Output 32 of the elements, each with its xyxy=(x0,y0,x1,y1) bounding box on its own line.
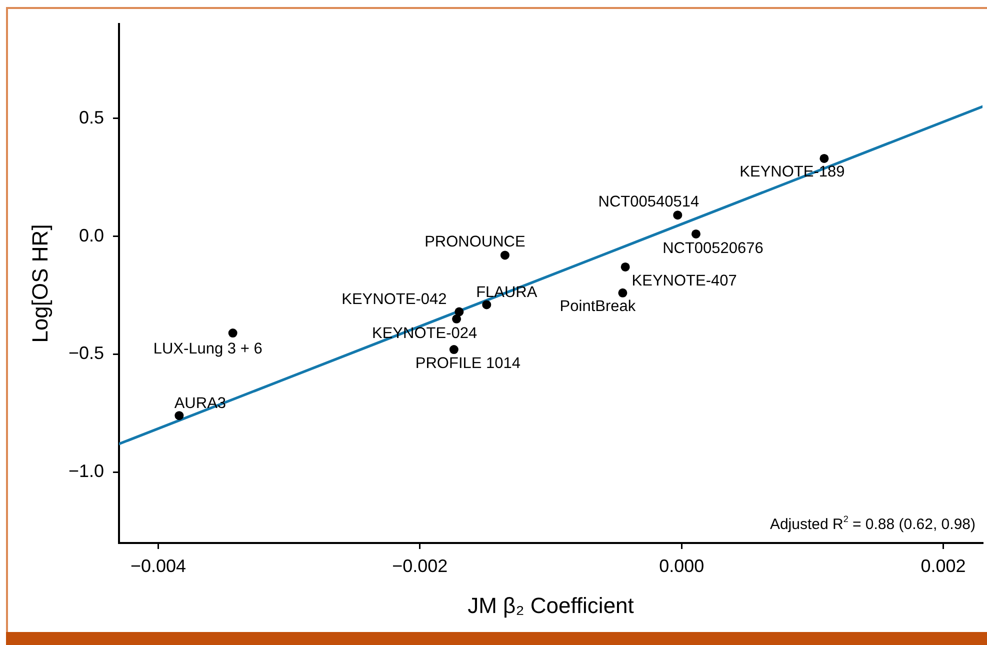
point xyxy=(228,328,238,338)
point xyxy=(454,307,464,316)
annotation: NCT00540514 xyxy=(598,193,700,210)
point xyxy=(691,229,700,238)
x-tick-label: 0.000 xyxy=(659,556,704,576)
y-tick-label: 0.5 xyxy=(78,107,104,128)
annotation: KEYNOTE-042 xyxy=(342,291,447,308)
annotation: PROFILE 1014 xyxy=(415,354,521,372)
annotation: LUX-Lung 3 + 6 xyxy=(153,340,262,358)
point xyxy=(449,345,458,354)
annotation: PRONOUNCE xyxy=(424,233,526,250)
annotation: KEYNOTE-407 xyxy=(632,272,737,290)
x-tick-label: 0.002 xyxy=(920,556,966,576)
x-axis-title: JM β₂ Coefficient xyxy=(468,592,634,618)
point xyxy=(673,210,682,220)
point xyxy=(620,262,630,272)
x-tick-label: −0.002 xyxy=(392,556,448,576)
x-tick-label: −0.004 xyxy=(130,556,186,576)
point xyxy=(482,300,492,310)
annotation: AURA3 xyxy=(174,394,226,412)
y-tick-label: −0.5 xyxy=(68,343,104,364)
point xyxy=(820,154,829,163)
y-axis-title: Log[OS HR] xyxy=(27,224,52,343)
point xyxy=(174,411,184,420)
y-tick-label: −1.0 xyxy=(68,461,104,482)
annotation: PointBreak xyxy=(560,298,636,316)
annotation: NCT00520676 xyxy=(662,240,764,258)
point xyxy=(500,250,510,260)
y-tick-label: 0.0 xyxy=(78,225,104,246)
point xyxy=(452,314,462,324)
point xyxy=(618,288,628,298)
annotation: Adjusted R$^{2}$ = 0.88 (0.62, 0.98) xyxy=(770,514,976,534)
